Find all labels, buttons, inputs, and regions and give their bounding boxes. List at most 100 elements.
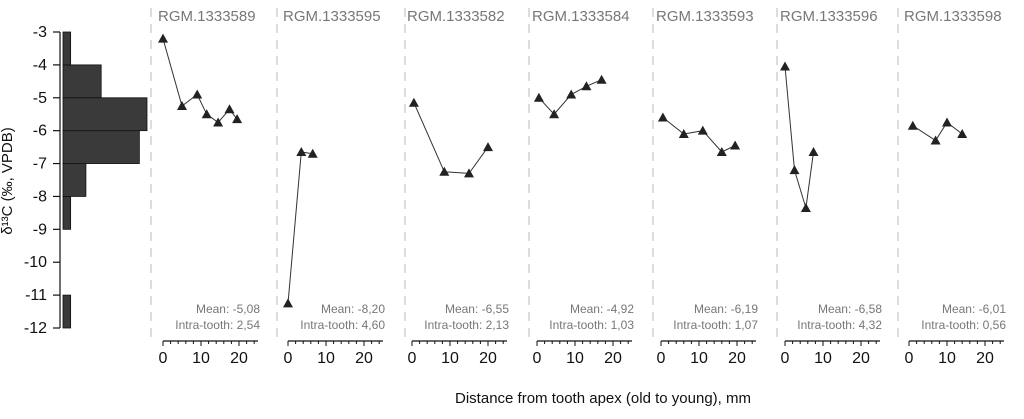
panel-RGM.1333589: RGM.1333589 Mean: -5,08 Intra-tooth: 2,54 0… — [150, 8, 260, 367]
y-axis-label: δ¹³C (‰, VPDB) — [0, 127, 16, 235]
y-tick-label: -4 — [33, 57, 47, 74]
data-point — [296, 147, 307, 157]
intra-tooth-label: Intra-tooth: 0,56 — [921, 318, 1006, 332]
y-tick-label: -7 — [33, 156, 47, 173]
histogram-bar — [62, 294, 72, 329]
mean-label: Mean: -6,01 — [942, 302, 1006, 316]
series-line — [162, 38, 238, 124]
panels: RGM.1333589 Mean: -5,08 Intra-tooth: 2,54 0… — [150, 8, 1006, 367]
data-point — [283, 298, 293, 308]
x-tick-label: 20 — [479, 350, 497, 367]
intra-tooth-label: Intra-tooth: 1,03 — [549, 318, 634, 332]
y-axis: -3 -4 -5 -6 -7 -8 -9 -10 -11 -12 — [24, 24, 61, 337]
data-point — [408, 97, 419, 107]
x-tick-label: 10 — [317, 350, 335, 367]
y-tick-label: -11 — [25, 287, 47, 304]
data-point — [957, 128, 968, 138]
panel-title: RGM.1333589 — [158, 8, 256, 25]
series-line — [662, 117, 736, 153]
histogram-bar — [62, 196, 72, 230]
series-line — [912, 121, 963, 142]
panel-RGM.1333584: RGM.1333584 Mean: -4,92 Intra-tooth: 1,03 0… — [528, 8, 634, 367]
x-tick-label: 10 — [814, 350, 832, 367]
panel-title: RGM.1333584 — [532, 8, 630, 25]
mean-label: Mean: -6,19 — [694, 302, 758, 316]
x-tick-label: 0 — [905, 350, 914, 367]
x-tick-label: 20 — [976, 350, 994, 367]
x-tick-label: 0 — [657, 350, 666, 367]
x-tick-label: 10 — [441, 350, 459, 367]
intra-tooth-label: Intra-tooth: 1,07 — [673, 318, 758, 332]
data-point — [549, 109, 560, 119]
data-point — [716, 147, 727, 157]
data-point — [596, 74, 607, 84]
histogram-bar — [62, 163, 87, 197]
data-point — [566, 89, 577, 99]
series-line — [413, 102, 489, 174]
x-tick-label: 10 — [690, 350, 708, 367]
panel-RGM.1333596: RGM.1333596 Mean: -6,58 Intra-tooth: 4,32 0… — [776, 8, 882, 367]
data-point — [800, 202, 811, 212]
data-point — [697, 125, 708, 135]
x-tick-label: 10 — [566, 350, 584, 367]
data-point — [678, 128, 689, 138]
histogram-bar — [62, 130, 140, 164]
panel-RGM.1333595: RGM.1333595 Mean: -8,20 Intra-tooth: 4,60 0… — [276, 8, 385, 367]
series-line — [287, 151, 313, 304]
data-point — [177, 101, 187, 110]
data-point — [780, 61, 790, 71]
y-tick-label: -10 — [24, 254, 47, 271]
panel-title: RGM.1333596 — [780, 8, 878, 25]
series-line — [784, 66, 814, 209]
intra-tooth-label: Intra-tooth: 2,54 — [175, 318, 260, 332]
y-tick-label: -9 — [33, 221, 47, 238]
intra-tooth-label: Intra-tooth: 2,13 — [424, 318, 509, 332]
mean-label: Mean: -6,55 — [445, 302, 509, 316]
panel-RGM.1333598: RGM.1333598 Mean: -6,01 Intra-tooth: 0,56 0… — [897, 8, 1006, 367]
x-tick-label: 0 — [284, 350, 293, 367]
y-tick-label: -3 — [33, 24, 47, 41]
data-point — [201, 109, 212, 119]
data-point — [907, 120, 918, 130]
y-tick-label: -6 — [33, 123, 47, 140]
panel-title: RGM.1333593 — [656, 8, 754, 25]
panel-RGM.1333593: RGM.1333593 Mean: -6,19 Intra-tooth: 1,07 0… — [652, 8, 758, 367]
data-point — [213, 117, 224, 127]
x-tick-label: 20 — [230, 350, 248, 367]
data-point — [930, 135, 941, 145]
histogram-bar — [62, 97, 148, 132]
intra-tooth-label: Intra-tooth: 4,32 — [797, 318, 882, 332]
x-tick-label: 20 — [355, 350, 373, 367]
histogram — [62, 31, 148, 329]
panel-title: RGM.1333595 — [283, 8, 381, 25]
data-point — [730, 140, 741, 150]
mean-label: Mean: -8,20 — [321, 302, 385, 316]
data-point — [307, 148, 318, 158]
x-tick-label: 20 — [728, 350, 746, 367]
mean-label: Mean: -5,08 — [196, 302, 260, 316]
data-point — [464, 168, 474, 178]
data-point — [224, 104, 235, 114]
data-point — [158, 33, 168, 43]
data-point — [483, 142, 493, 152]
data-point — [232, 114, 243, 124]
intra-tooth-label: Intra-tooth: 4,60 — [300, 318, 385, 332]
data-point — [439, 166, 450, 176]
data-point — [808, 147, 819, 157]
x-axis-label: Distance from tooth apex (old to young),… — [455, 390, 751, 407]
mean-label: Mean: -4,92 — [570, 302, 634, 316]
data-point — [657, 112, 668, 122]
x-tick-label: 10 — [938, 350, 956, 367]
histogram-bar — [62, 31, 72, 66]
x-tick-label: 20 — [852, 350, 870, 367]
data-point — [533, 92, 544, 102]
data-point — [789, 165, 800, 175]
x-tick-label: 0 — [781, 350, 790, 367]
y-tick-label: -5 — [33, 90, 47, 107]
y-tick-label: -8 — [33, 188, 47, 205]
panel-title: RGM.1333582 — [407, 8, 505, 25]
panel-RGM.1333582: RGM.1333582 Mean: -6,55 Intra-tooth: 2,13 0… — [404, 8, 509, 367]
mean-label: Mean: -6,58 — [818, 302, 882, 316]
y-tick-label: -12 — [24, 320, 47, 337]
